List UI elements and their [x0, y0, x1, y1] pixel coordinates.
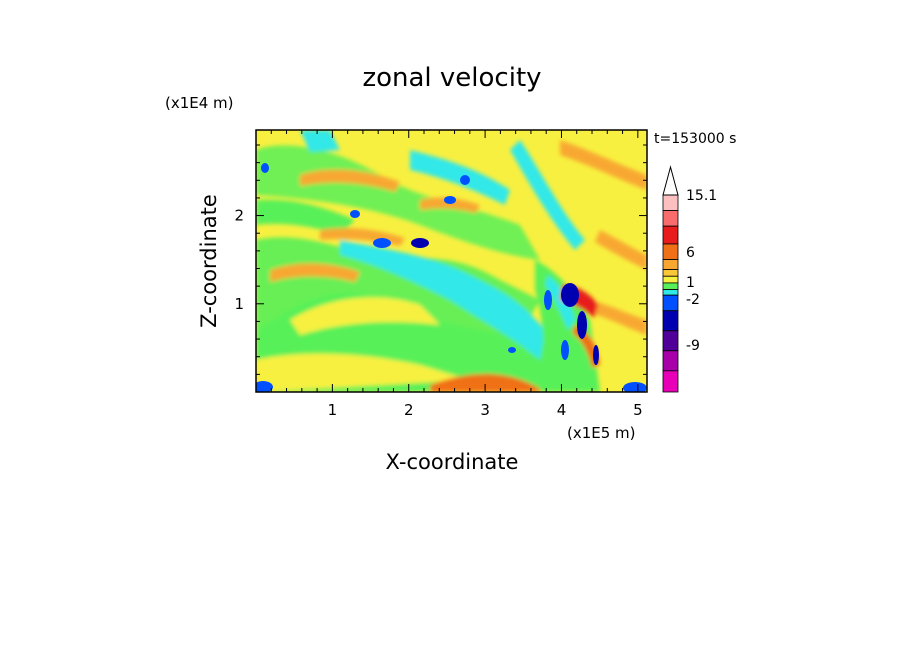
colorbar-extend-arrow: [662, 165, 679, 196]
colorbar-swatch: [662, 269, 679, 277]
colorbar-swatch: [662, 294, 679, 312]
colorbar-swatch: [662, 370, 679, 393]
x-tick-label: 2: [404, 401, 414, 419]
colorbar-swatch: [662, 243, 679, 260]
colorbar-swatch: [662, 330, 679, 352]
y-tick-label: 2: [234, 207, 244, 225]
contour-field: [256, 130, 647, 392]
colorbar-swatch: [662, 282, 679, 291]
plot-frame: [255, 129, 648, 393]
chart-title: zonal velocity: [362, 63, 541, 93]
colorbar-swatch: [662, 194, 679, 211]
colorbar-swatch: [662, 225, 679, 245]
colorbar-label: 1: [686, 275, 695, 291]
colorbar-label: -2: [686, 292, 700, 308]
x-tick-label: 3: [480, 401, 490, 419]
x-axis-label: X-coordinate: [386, 450, 519, 474]
y-tick-label: 1: [234, 295, 244, 313]
colorbar-swatch: [662, 289, 679, 296]
x-tick-label: 5: [633, 401, 643, 419]
y-axis-label: Z-coordinate: [197, 194, 221, 328]
x-tick-label: 1: [328, 401, 338, 419]
colorbar-swatch: [662, 210, 679, 227]
x-unit-label: (x1E5 m): [567, 424, 636, 442]
colorbar-label: 6: [686, 245, 695, 261]
time-label: t=153000 s: [654, 131, 736, 147]
colorbar-swatch: [662, 275, 679, 284]
colorbar-swatch: [662, 310, 679, 332]
colorbar-label: -9: [686, 338, 700, 354]
colorbar: 15.1 6 1-2 -9: [662, 165, 717, 393]
colorbar-swatch: [662, 350, 679, 372]
colorbar-label: 15.1: [686, 188, 717, 204]
colorbar-swatch: [662, 259, 679, 270]
x-tick-label: 4: [557, 401, 567, 419]
y-unit-label: (x1E4 m): [165, 94, 234, 112]
axes: 1 2 3 4 5 1 2: [234, 130, 647, 419]
